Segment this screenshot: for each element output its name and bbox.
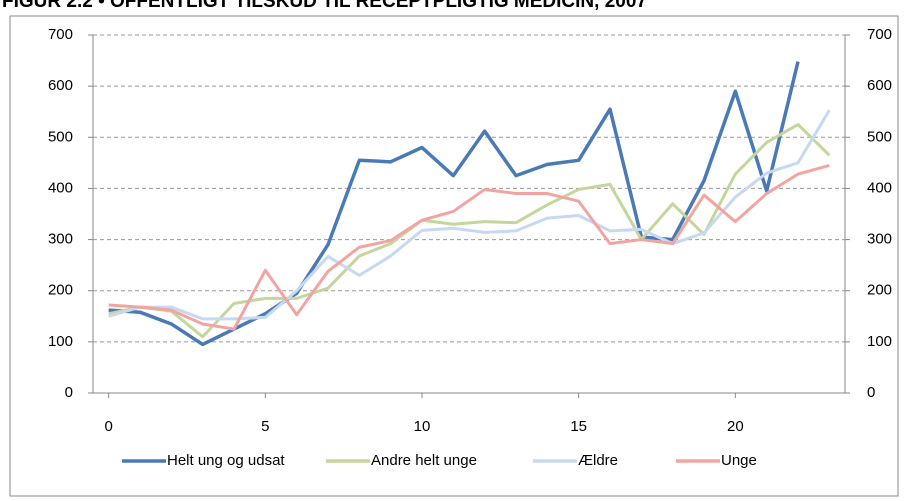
- chart-frame: [9, 15, 899, 497]
- x-tick-label: 10: [414, 418, 431, 435]
- series-line: [108, 123, 831, 339]
- y2-tick-label: 400: [867, 179, 892, 196]
- y2-tick-label: 0: [867, 384, 875, 401]
- legend-label: Andre helt unge: [371, 452, 477, 469]
- y2-tick-label: 300: [867, 231, 892, 248]
- x-tick-label: 20: [727, 418, 744, 435]
- legend-label: Unge: [721, 452, 757, 469]
- y-tick-label: 500: [48, 128, 73, 145]
- y-tick-label: 200: [48, 282, 73, 299]
- y2-tick-label: 200: [867, 282, 892, 299]
- series-line: [108, 61, 800, 347]
- series-line: [108, 109, 831, 321]
- y2-tick-label: 600: [867, 77, 892, 94]
- y-tick-label: 100: [48, 333, 73, 350]
- y-tick-label: 700: [48, 26, 73, 43]
- chart-title: FIGUR 2.2 • OFFENTLIGT TILSKUD TIL RECEP…: [2, 0, 647, 12]
- legend-label: Helt ung og udsat: [167, 452, 285, 469]
- series-line: [108, 163, 830, 331]
- y2-tick-label: 700: [867, 26, 892, 43]
- x-tick-label: 0: [104, 418, 112, 435]
- legend-label: Ældre: [578, 452, 618, 469]
- x-tick-label: 15: [570, 418, 587, 435]
- y-tick-label: 0: [65, 384, 73, 401]
- x-tick-label: 5: [261, 418, 269, 435]
- y2-tick-label: 500: [867, 128, 892, 145]
- y-tick-label: 400: [48, 179, 73, 196]
- y-tick-label: 300: [48, 231, 73, 248]
- y-tick-label: 600: [48, 77, 73, 94]
- y2-tick-label: 100: [867, 333, 892, 350]
